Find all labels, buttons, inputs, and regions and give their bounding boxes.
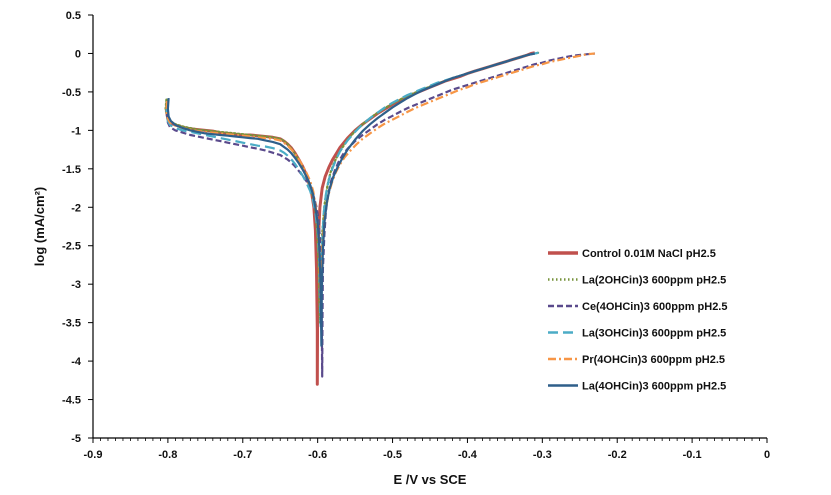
legend-label-4: La(3OHCin)3 600ppm pH2.5 <box>582 328 726 340</box>
y-tick-label: -0.5 <box>62 87 81 99</box>
legend: Control 0.01M NaCl pH2.5 La(2OHCin)3 600p… <box>548 248 727 393</box>
x-tick-label: -0.5 <box>383 449 402 461</box>
legend-label-1: Control 0.01M NaCl pH2.5 <box>582 248 716 260</box>
series-line-6 <box>166 52 536 347</box>
y-tick-label: 0 <box>75 48 81 60</box>
legend-label-6: La(4OHCin)3 600ppm pH2.5 <box>582 381 726 393</box>
y-tick-label: -3.5 <box>62 318 81 330</box>
y-tick-label: -2 <box>71 202 81 214</box>
x-tick-label: -0.9 <box>84 449 103 461</box>
y-tick-label: -1.5 <box>62 164 81 176</box>
x-axis-title: E /V vs SCE <box>394 472 467 487</box>
axes: 0.5 0 -0.5 -1 -1.5 -2 -2.5 -3 -3.5 -4 -4.5 -5-0.9 -0… <box>62 10 770 461</box>
series-line-2 <box>164 51 540 324</box>
series-line-4 <box>165 51 539 328</box>
legend-label-3: Ce(4OHCin)3 600ppm pH2.5 <box>582 301 727 313</box>
y-tick-label: -4.5 <box>62 395 81 407</box>
series-line-3 <box>166 52 595 378</box>
series-layer <box>164 51 595 386</box>
series-line-1 <box>164 51 536 386</box>
x-tick-label: 0 <box>764 449 770 461</box>
y-axis-title: log (mA/cm²) <box>32 187 47 266</box>
legend-label-5: Pr(4OHCin)3 600ppm pH2.5 <box>582 354 725 366</box>
y-tick-label: -3 <box>71 279 81 291</box>
x-tick-label: -0.4 <box>458 449 478 461</box>
y-tick-label: -1 <box>71 125 81 137</box>
legend-label-2: La(2OHCin)3 600ppm pH2.5 <box>582 275 726 287</box>
x-tick-label: -0.6 <box>308 449 327 461</box>
x-tick-label: -0.3 <box>533 449 552 461</box>
x-tick-label: -0.7 <box>233 449 252 461</box>
y-tick-label: -2.5 <box>62 241 81 253</box>
x-tick-label: -0.2 <box>608 449 627 461</box>
y-tick-label: -4 <box>71 356 82 368</box>
y-tick-label: -5 <box>71 433 81 445</box>
x-tick-label: -0.8 <box>158 449 177 461</box>
x-tick-label: -0.1 <box>683 449 702 461</box>
series-line-5 <box>165 52 595 309</box>
y-tick-label: 0.5 <box>66 10 81 22</box>
